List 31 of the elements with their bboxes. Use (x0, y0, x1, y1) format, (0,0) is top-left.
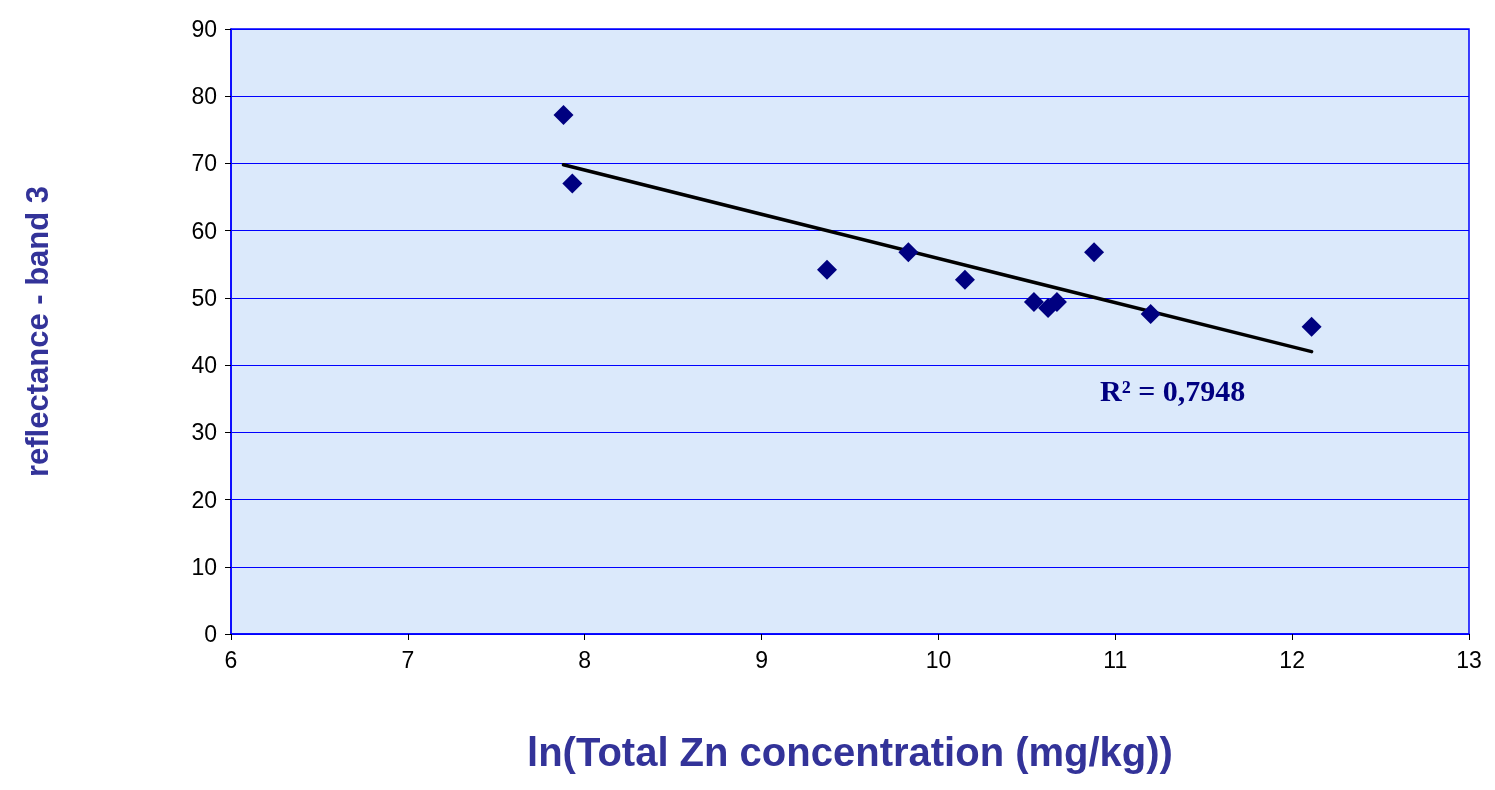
y-tick-label: 30 (191, 419, 217, 446)
point (562, 173, 583, 194)
point (1084, 242, 1105, 263)
point (1301, 316, 1322, 337)
y-tick-label: 60 (191, 217, 217, 244)
y-tick-label: 50 (191, 284, 217, 311)
x-axis-title: ln(Total Zn concentration (mg/kg)) (527, 730, 1173, 774)
y-tick-label: 80 (191, 83, 217, 110)
point (817, 259, 838, 280)
x-tick-label: 12 (1279, 646, 1305, 673)
point (954, 269, 975, 290)
annotation: R² = 0,7948 (1100, 373, 1246, 407)
x-tick-label: 6 (224, 646, 238, 673)
x-tick-label: 7 (401, 646, 415, 673)
y-tick-label: 90 (191, 16, 217, 42)
x-tick-label: 13 (1456, 646, 1482, 673)
y-tick-label: 70 (191, 150, 217, 177)
point (1023, 291, 1044, 312)
y-tick-label: 20 (191, 486, 217, 513)
x-tick-label: 11 (1103, 646, 1128, 673)
y-tick-label: 10 (191, 553, 217, 580)
point (1046, 291, 1067, 312)
y-tick-label: 0 (204, 621, 217, 647)
x-tick-label: 10 (925, 646, 952, 673)
x-tick-label: 8 (578, 646, 592, 673)
y-axis-title: reflectance - band 3 (20, 185, 55, 478)
point (1140, 304, 1161, 325)
point (898, 242, 919, 263)
point (553, 105, 574, 126)
y-tick-label: 40 (191, 352, 217, 379)
x-tick-label: 9 (755, 646, 768, 673)
